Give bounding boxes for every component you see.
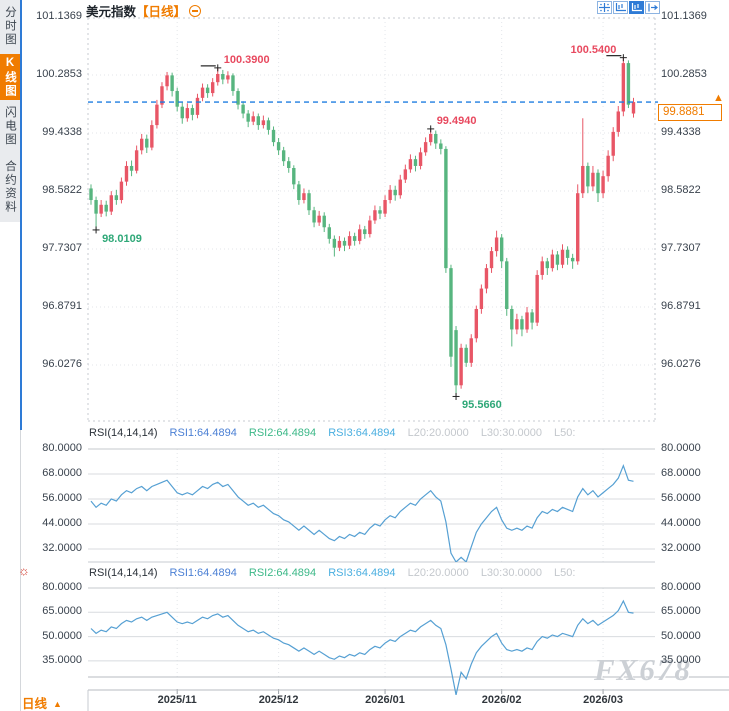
- price-axis-label-right: 101.1369: [661, 10, 707, 22]
- rsi-l50-value: L50:: [554, 567, 576, 579]
- rsi1-value: RSI1:64.4894: [169, 567, 237, 579]
- price-axis-label-right: 96.0276: [661, 358, 701, 371]
- rsi-indicator-name: RSI(14,14,14): [89, 427, 158, 439]
- sidebar-item-1[interactable]: 分时图: [4, 5, 16, 47]
- price-annotation-high: 100.3900: [223, 53, 270, 66]
- period-selector-label: 日线: [22, 697, 48, 711]
- pop-out-icon[interactable]: [645, 1, 660, 14]
- rsi3-value: RSI3:64.4894: [328, 567, 396, 579]
- rsi2-value: RSI2:64.4894: [248, 427, 317, 439]
- rsi-l50-value: L50:: [554, 427, 576, 439]
- price-axis-label-left: 99.4338: [42, 126, 82, 138]
- price-axis-label-left: 96.0276: [42, 358, 82, 371]
- current-price-tag: 99.8881: [658, 104, 722, 121]
- axis-scale-filled-icon[interactable]: [629, 1, 644, 14]
- rsi-axis-label-right: 80.0000: [661, 581, 701, 593]
- price-axis-label-right: 99.4338: [661, 126, 701, 138]
- rsi2-value: RSI2:64.4894: [248, 567, 317, 579]
- price-axis-label-right: 96.8791: [661, 300, 701, 313]
- rsi-axis-label-left: 56.0000: [42, 492, 82, 504]
- price-axis-label-left: 98.5822: [42, 184, 82, 196]
- minus-circle-icon[interactable]: [189, 5, 202, 17]
- rsi-l30-value: L30:30.0000: [480, 427, 542, 439]
- chart-type-sidebar: 分时图 K线图闪电图合约资料: [0, 0, 20, 711]
- x-axis-date-label: 2026/01: [365, 694, 405, 706]
- rsi-axis-label-right: 68.0000: [661, 467, 701, 479]
- rsi-axis-label-right: 32.0000: [661, 542, 701, 554]
- x-axis-date-label: 2026/03: [583, 694, 623, 706]
- rsi-panel1-header: RSI(14,14,14) RSI1:64.4894 RSI2:64.4894 …: [89, 427, 584, 440]
- price-axis-label-left: 96.8791: [42, 300, 82, 313]
- x-axis-date-label: 2026/02: [481, 694, 522, 706]
- indicator-settings-icon[interactable]: ☼: [18, 563, 30, 578]
- triangle-up-icon: ▲: [53, 699, 62, 709]
- rsi-axis-label-right: 50.0000: [661, 629, 701, 642]
- price-axis-label-left: 100.2853: [36, 68, 82, 80]
- scroll-to-latest-icon[interactable]: ▲: [713, 92, 724, 104]
- symbol-title: 美元指数: [86, 5, 137, 19]
- rsi-axis-label-left: 80.0000: [42, 581, 82, 593]
- rsi1-value: RSI1:64.4894: [169, 427, 237, 439]
- sidebar-item-3[interactable]: 闪电图: [4, 105, 16, 147]
- price-annotation-low: 98.0109: [102, 232, 142, 245]
- rsi-axis-label-right: 56.0000: [661, 492, 701, 504]
- sidebar-item-4[interactable]: 合约资料: [4, 160, 16, 214]
- chart-header: 美元指数【日线】: [86, 1, 202, 19]
- axis-scale-icon[interactable]: [613, 1, 628, 14]
- rsi-axis-label-left: 35.0000: [42, 653, 82, 666]
- sidebar-item-2[interactable]: K线图: [0, 54, 20, 100]
- period-tag: 【日线】: [136, 5, 187, 19]
- rsi-axis-label-left: 65.0000: [42, 605, 82, 618]
- price-axis-label-right: 98.5822: [661, 184, 701, 196]
- rsi-axis-label-left: 50.0000: [42, 629, 82, 642]
- rsi-axis-label-right: 65.0000: [661, 605, 701, 618]
- rsi-indicator-name: RSI(14,14,14): [89, 567, 158, 579]
- price-axis-label-left: 101.1369: [36, 10, 82, 22]
- period-selector[interactable]: 日线 ▲: [22, 693, 62, 711]
- price-axis-label-right: 100.2853: [661, 68, 707, 80]
- rsi-axis-label-left: 32.0000: [42, 542, 82, 554]
- price-annotation-high: 99.4940: [436, 114, 477, 127]
- rsi-axis-label-right: 35.0000: [661, 653, 701, 666]
- price-annotation-low: 95.5660: [462, 399, 502, 412]
- rsi-axis-label-left: 44.0000: [42, 517, 82, 529]
- rsi-l30-value: L30:30.0000: [480, 567, 542, 579]
- rsi-l20-value: L20:20.0000: [407, 427, 469, 439]
- sidebar-divider-lower: [20, 430, 21, 711]
- rsi-axis-label-left: 68.0000: [42, 467, 82, 479]
- rsi-axis-label-right: 44.0000: [661, 517, 701, 529]
- sidebar-divider: [20, 0, 22, 430]
- rsi-l20-value: L20:20.0000: [407, 567, 469, 579]
- rsi-panel2-header: RSI(14,14,14) RSI1:64.4894 RSI2:64.4894 …: [89, 567, 584, 580]
- rsi-axis-label-left: 80.0000: [42, 442, 82, 454]
- x-axis-date-label: 2025/11: [157, 694, 197, 706]
- x-axis-date-label: 2025/12: [258, 694, 299, 706]
- crosshair-icon[interactable]: [597, 1, 612, 14]
- price-axis-label-left: 97.7307: [42, 242, 82, 254]
- rsi-axis-label-right: 80.0000: [661, 442, 701, 454]
- rsi3-value: RSI3:64.4894: [328, 427, 396, 439]
- price-annotation-high: 100.5400: [570, 43, 617, 56]
- price-axis-label-right: 97.7307: [661, 242, 701, 254]
